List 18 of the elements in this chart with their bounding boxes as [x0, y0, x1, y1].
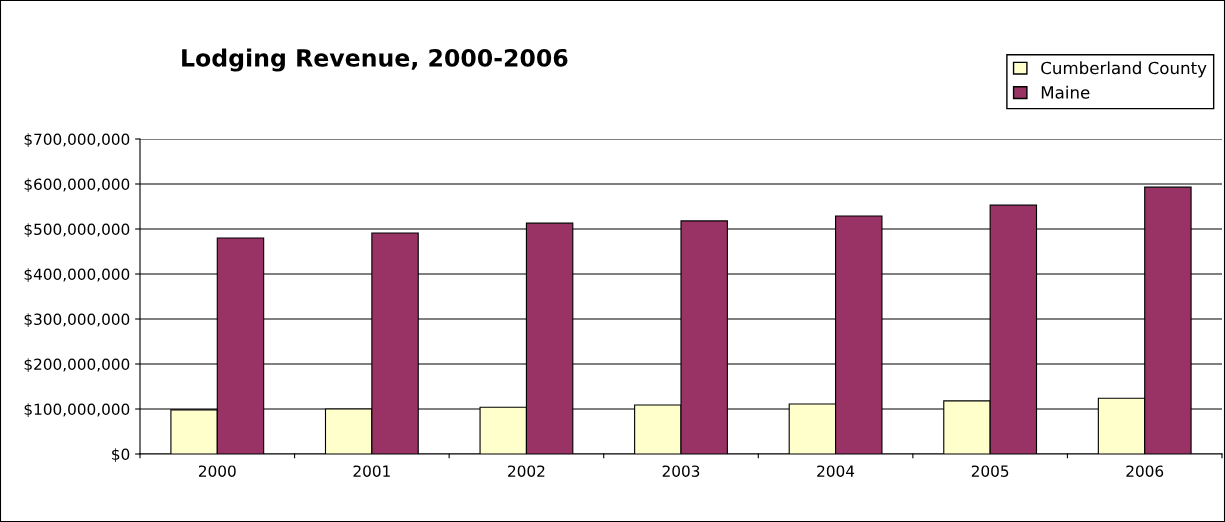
- x-tick-label: 2002: [508, 465, 545, 477]
- y-tick-label: $0: [112, 448, 130, 463]
- x-tick-label: 2006: [1126, 465, 1164, 477]
- y-tick-label: $400,000,000: [24, 268, 130, 283]
- x-tick-label: 2004: [817, 465, 855, 477]
- y-tick-label: $700,000,000: [24, 133, 130, 148]
- chart-title: Lodging Revenue, 2000-2006: [182, 48, 568, 72]
- y-tick-label: $600,000,000: [24, 178, 130, 193]
- legend-label: Maine: [1041, 85, 1090, 99]
- y-tick-label: $300,000,000: [24, 313, 130, 328]
- x-tick-label: 2001: [353, 465, 390, 477]
- y-tick-label: $200,000,000: [24, 358, 130, 373]
- y-tick-label: $100,000,000: [24, 403, 130, 418]
- legend-label: Cumberland County: [1041, 61, 1207, 78]
- x-tick-label: 2000: [198, 465, 236, 477]
- y-tick-label: $500,000,000: [24, 223, 130, 238]
- x-tick-label: 2003: [662, 465, 700, 477]
- x-tick-label: 2005: [971, 465, 1009, 477]
